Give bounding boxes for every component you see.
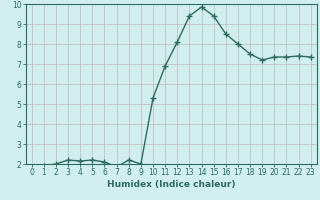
X-axis label: Humidex (Indice chaleur): Humidex (Indice chaleur): [107, 180, 236, 189]
